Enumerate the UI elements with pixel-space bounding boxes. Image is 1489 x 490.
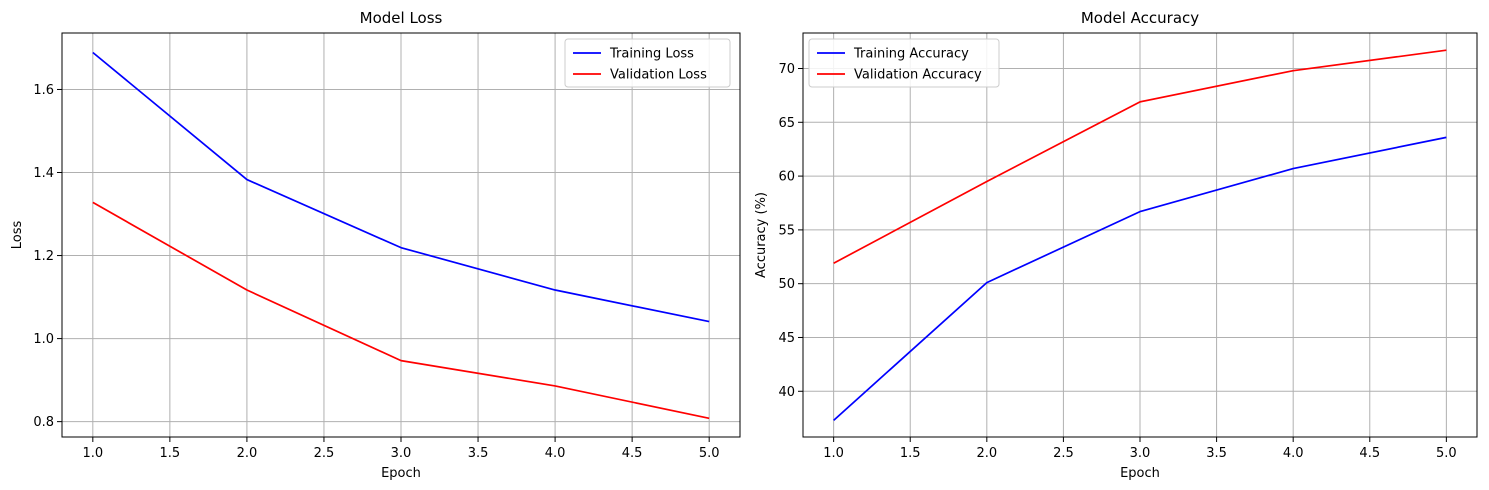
- loss-x-tick-label: 3.5: [468, 446, 489, 461]
- accuracy-legend-label: Training Accuracy: [853, 47, 969, 62]
- accuracy-x-tick-label: 4.5: [1359, 446, 1380, 461]
- accuracy-series-line-validation: [833, 49, 1447, 264]
- loss-y-axis-label: Loss: [10, 221, 25, 250]
- accuracy-ticks: 1.0 1.5 2.0 2.5 3.0 3.5 4.0 4.5 5.0 40 45 50 55 60 65 7…: [778, 62, 1456, 461]
- loss-ticks: 1.0 1.5 2.0 2.5 3.0 3.5 4.0 4.5 5.0 0.8 1.0 1.2 1.4 1…: [33, 83, 719, 461]
- accuracy-legend-label: Validation Accuracy: [854, 68, 982, 83]
- accuracy-legend: Training Accuracy Validation Accuracy: [808, 38, 1000, 88]
- accuracy-x-tick-label: 3.0: [1130, 446, 1151, 461]
- accuracy-legend-box: [808, 38, 1000, 88]
- accuracy-y-tick-label: 40: [778, 385, 795, 400]
- loss-chart-title: Model Loss: [360, 9, 443, 27]
- loss-y-tick-label: 1.0: [33, 332, 54, 347]
- loss-x-tick-label: 5.0: [699, 446, 720, 461]
- accuracy-y-tick-label: 70: [778, 62, 795, 77]
- accuracy-y-tick-label: 50: [778, 277, 795, 292]
- accuracy-grid: [803, 33, 1477, 437]
- loss-x-axis-label: Epoch: [381, 466, 421, 481]
- loss-legend: Training Loss Validation Loss: [564, 38, 731, 88]
- loss-legend-label: Validation Loss: [610, 68, 707, 83]
- accuracy-x-tick-label: 3.5: [1206, 446, 1227, 461]
- accuracy-y-axis-label: Accuracy (%): [754, 192, 769, 278]
- loss-y-tick-label: 0.8: [33, 415, 54, 430]
- loss-x-tick-label: 2.0: [237, 446, 258, 461]
- loss-x-tick-label: 3.0: [391, 446, 412, 461]
- accuracy-x-axis-label: Epoch: [1120, 466, 1160, 481]
- loss-grid: [62, 33, 740, 437]
- accuracy-y-tick-label: 55: [778, 223, 795, 238]
- loss-series: [92, 51, 710, 420]
- loss-x-tick-label: 4.5: [622, 446, 643, 461]
- accuracy-x-tick-label: 1.5: [900, 446, 921, 461]
- accuracy-x-tick-label: 5.0: [1436, 446, 1457, 461]
- accuracy-series: [833, 49, 1447, 421]
- loss-y-tick-label: 1.4: [33, 166, 54, 181]
- loss-plot-frame: [61, 32, 741, 438]
- accuracy-y-tick-label: 65: [778, 116, 795, 131]
- accuracy-plot-frame: [802, 32, 1478, 438]
- accuracy-y-tick-label: 60: [778, 170, 795, 185]
- accuracy-chart-title: Model Accuracy: [1081, 9, 1199, 27]
- loss-x-tick-label: 1.0: [82, 446, 103, 461]
- loss-legend-box: [564, 38, 731, 88]
- loss-y-tick-label: 1.6: [33, 83, 54, 98]
- accuracy-x-tick-label: 1.0: [823, 446, 844, 461]
- loss-series-line-validation: [92, 201, 710, 420]
- loss-legend-label: Training Loss: [609, 47, 694, 62]
- accuracy-series-line-training: [833, 136, 1447, 421]
- loss-x-tick-label: 4.0: [545, 446, 566, 461]
- loss-y-tick-label: 1.2: [33, 249, 54, 264]
- loss-x-tick-label: 1.5: [160, 446, 181, 461]
- loss-series-line-training: [92, 51, 710, 323]
- loss-chart: Model Loss Epoch Loss 1.0 1.5 2.0 2.5 3.0 3.5…: [10, 9, 741, 481]
- accuracy-y-tick-label: 45: [778, 331, 795, 346]
- accuracy-chart: Model Accuracy Epoch Accuracy (%) 1.0 1.5…: [754, 9, 1478, 481]
- loss-x-tick-label: 2.5: [314, 446, 335, 461]
- accuracy-x-tick-label: 2.5: [1053, 446, 1074, 461]
- accuracy-x-tick-label: 4.0: [1283, 446, 1304, 461]
- accuracy-x-tick-label: 2.0: [976, 446, 997, 461]
